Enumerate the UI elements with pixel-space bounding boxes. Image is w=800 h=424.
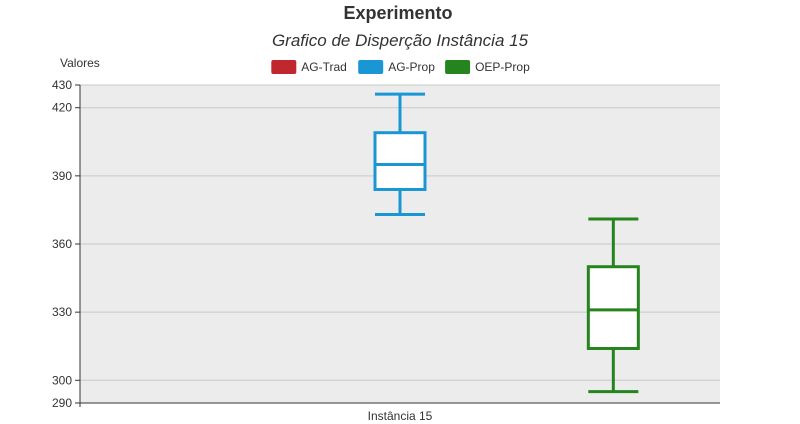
legend-label: OEP-Prop	[475, 60, 530, 74]
box-oep-prop[interactable]	[586, 217, 640, 394]
y-tick-label: 430	[52, 78, 72, 92]
legend-swatch	[358, 60, 384, 74]
legend-label: AG-Trad	[301, 60, 347, 74]
y-axis-label: Valores	[60, 56, 100, 70]
legend-swatch	[445, 60, 471, 74]
legend-label: AG-Prop	[388, 60, 435, 74]
legend-swatch	[271, 60, 297, 74]
box-iqr	[586, 265, 640, 350]
x-axis: Instância 15	[80, 402, 720, 423]
box-iqr	[373, 131, 427, 191]
boxes[interactable]	[373, 92, 640, 394]
chart-title: Experimento	[343, 3, 452, 23]
y-tick-label: 420	[52, 101, 72, 115]
y-axis: 290 300 330 360 390 420 430	[52, 78, 81, 410]
box-ag-prop[interactable]	[373, 92, 427, 216]
y-tick-label: 300	[52, 373, 72, 387]
y-tick-label: 330	[52, 305, 72, 319]
legend-item[interactable]: AG-Trad	[271, 60, 347, 74]
x-tick-label: Instância 15	[368, 409, 433, 423]
y-tick-label: 290	[52, 396, 72, 410]
y-tick-label: 390	[52, 169, 72, 183]
y-tick-label: 360	[52, 237, 72, 251]
chart-subtitle: Grafico de Disperção Instância 15	[272, 31, 529, 50]
legend-item[interactable]: OEP-Prop	[445, 60, 530, 74]
legend-item[interactable]: AG-Prop	[358, 60, 435, 74]
legend[interactable]: AG-Trad AG-Prop OEP-Prop	[271, 60, 530, 74]
